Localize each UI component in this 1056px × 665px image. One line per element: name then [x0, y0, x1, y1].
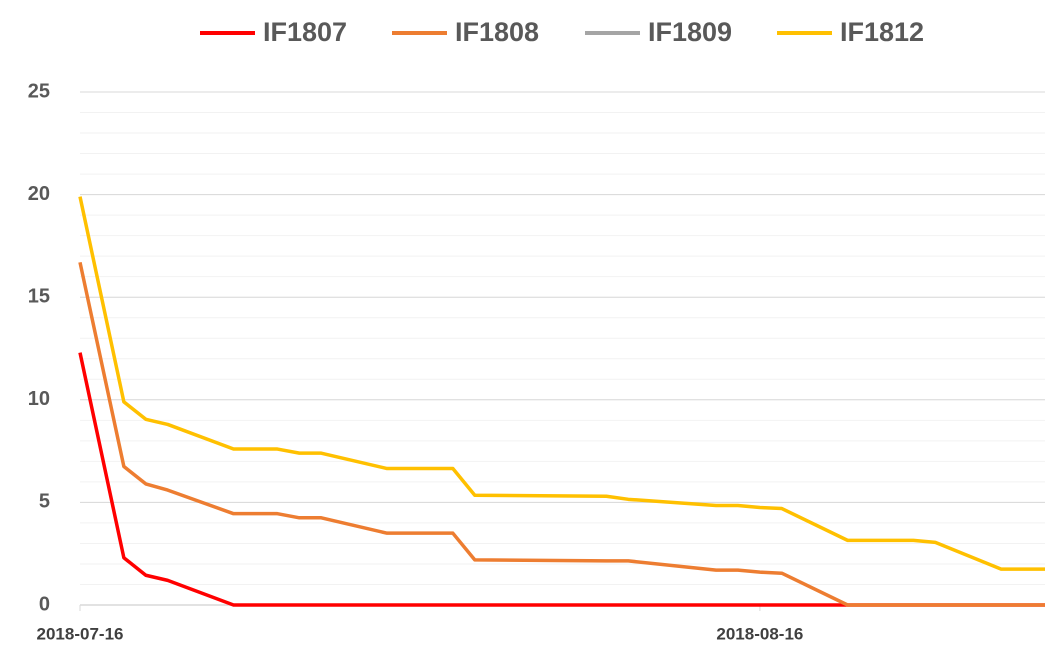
series-line	[78, 196, 1045, 571]
y-tick-label: 25	[28, 80, 50, 102]
legend-label: IF1812	[840, 17, 924, 47]
y-tick-label: 20	[28, 183, 50, 205]
legend-label: IF1809	[648, 17, 732, 47]
y-tick-label: 5	[39, 491, 50, 513]
x-tick-label: 2018-07-16	[37, 624, 124, 643]
series-line	[78, 352, 1045, 607]
y-tick-label: 15	[28, 285, 50, 307]
y-tick-label: 0	[39, 593, 50, 615]
x-tick-label: 2018-08-16	[716, 624, 803, 643]
series-line	[78, 261, 1045, 607]
legend-label: IF1808	[455, 17, 539, 47]
legend-label: IF1807	[263, 17, 347, 47]
y-tick-label: 10	[28, 388, 50, 410]
